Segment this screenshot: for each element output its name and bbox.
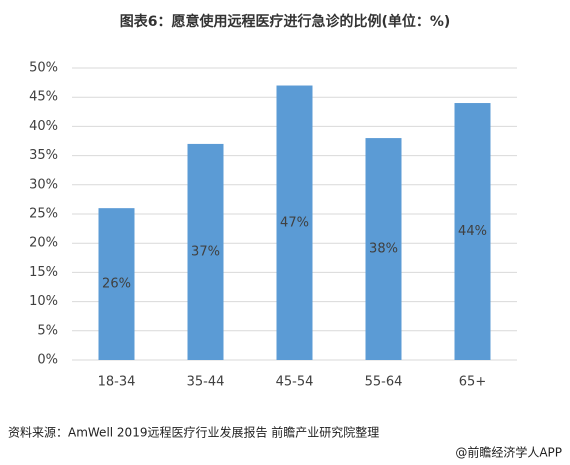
x-tick-label: 35-44 [187,375,225,390]
bar [454,103,491,360]
y-tick-label: 30% [29,177,58,192]
value-label: 47% [280,215,309,230]
footer-note: @前瞻经济学人APP [455,445,562,460]
y-tick-label: 35% [29,148,58,163]
source-note: 资料来源：AmWell 2019远程医疗行业发展报告 前瞻产业研究院整理 [8,425,379,440]
y-tick-label: 25% [29,207,58,222]
y-tick-label: 10% [29,294,58,309]
x-tick-label: 55-64 [365,375,403,390]
value-label: 37% [191,244,220,259]
x-tick-label: 65+ [459,375,486,390]
bar [98,208,135,360]
x-tick-label: 18-34 [98,375,136,390]
bar [276,85,313,361]
value-label: 44% [458,224,487,239]
value-label: 38% [369,242,398,257]
y-tick-label: 0% [37,353,58,368]
bar [187,143,224,360]
y-tick-label: 50% [29,61,58,76]
y-tick-label: 20% [29,236,58,251]
y-tick-label: 45% [29,90,58,105]
x-tick-label: 45-54 [276,375,314,390]
value-label: 26% [102,277,131,292]
chart-title: 图表6：愿意使用远程医疗进行急诊的比例(单位：%) [120,13,451,30]
y-tick-label: 40% [29,119,58,134]
y-tick-label: 15% [29,265,58,280]
y-tick-label: 5% [37,323,58,338]
bar [365,138,402,360]
